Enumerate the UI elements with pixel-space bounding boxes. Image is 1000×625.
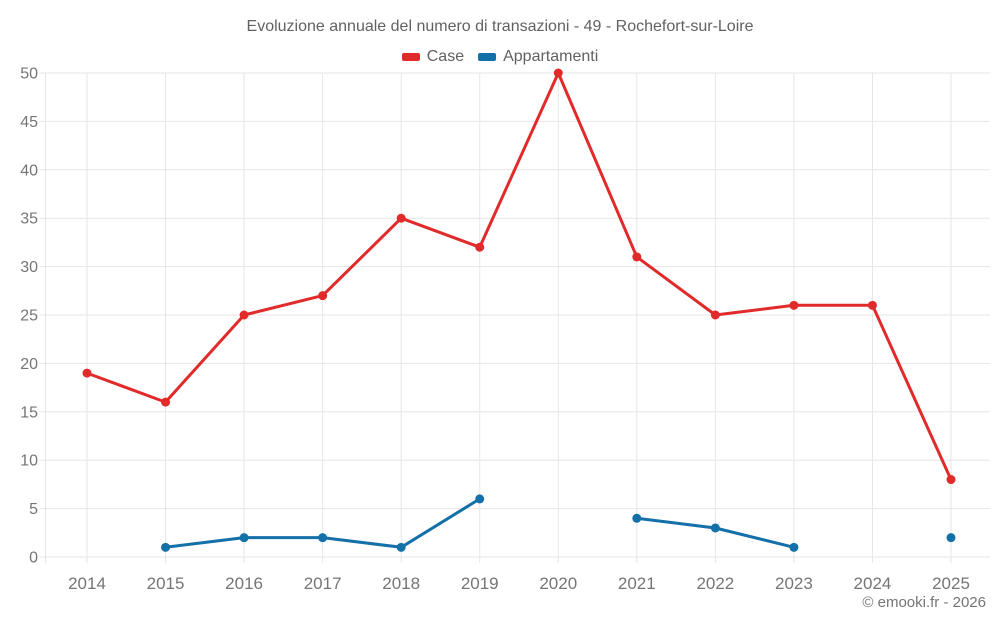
case-data-point-2016[interactable] — [239, 310, 249, 320]
y-tick-label: 40 — [20, 162, 38, 179]
y-tick-label: 50 — [20, 66, 38, 83]
appartamenti-data-point-2023[interactable] — [789, 542, 799, 552]
case-data-point-2025[interactable] — [946, 475, 956, 485]
y-tick-label: 5 — [29, 501, 38, 518]
appartamenti-data-point-2022[interactable] — [710, 523, 720, 533]
x-tick-label: 2024 — [854, 574, 892, 593]
y-tick-label: 45 — [20, 114, 38, 131]
x-tick-label: 2025 — [932, 574, 970, 593]
y-tick-label: 0 — [29, 550, 38, 567]
series-line-case — [85, 71, 953, 482]
x-tick-label: 2014 — [68, 574, 106, 593]
chart-title: Evoluzione annuale del numero di transaz… — [246, 18, 754, 35]
case-data-point-2022[interactable] — [710, 310, 720, 320]
x-tick-label: 2015 — [147, 574, 185, 593]
x-tick-label: 2016 — [225, 574, 263, 593]
x-tick-label: 2018 — [382, 574, 420, 593]
legend-label-case: Case — [426, 48, 465, 65]
y-tick-label: 30 — [20, 259, 38, 276]
appartamenti-data-point-2019[interactable] — [475, 494, 485, 504]
case-data-point-2021[interactable] — [632, 252, 642, 262]
y-tick-label: 15 — [20, 404, 38, 421]
case-data-point-2017[interactable] — [318, 291, 328, 301]
case-data-point-2014[interactable] — [82, 368, 92, 378]
appartamenti-data-point-2017[interactable] — [318, 533, 328, 543]
case-data-point-2024[interactable] — [867, 300, 877, 310]
case-data-point-2018[interactable] — [396, 213, 406, 223]
case-data-point-2015[interactable] — [161, 397, 171, 407]
case-series-swatch — [401, 53, 420, 61]
y-tick-label: 20 — [20, 356, 38, 373]
case-data-point-2020[interactable] — [553, 68, 563, 78]
x-tick-label: 2019 — [461, 574, 499, 593]
copyright-credit: © emooki.fr - 2026 — [862, 594, 986, 611]
case-data-point-2019[interactable] — [475, 242, 485, 252]
appartamenti-data-point-2016[interactable] — [239, 533, 249, 543]
case-data-point-2023[interactable] — [789, 300, 799, 310]
appartamenti-data-point-2025[interactable] — [946, 533, 956, 543]
x-tick-label: 2022 — [696, 574, 734, 593]
chart-legend: Case Appartamenti — [0, 47, 1000, 67]
y-tick-label: 10 — [20, 453, 38, 470]
legend-label-appartamenti: Appartamenti — [503, 48, 599, 65]
legend-item-case[interactable]: Case — [401, 48, 465, 66]
x-tick-label: 2023 — [775, 574, 813, 593]
appartamenti-data-point-2021[interactable] — [632, 513, 642, 523]
y-tick-label: 35 — [20, 211, 38, 228]
x-tick-label: 2020 — [539, 574, 577, 593]
y-tick-label: 25 — [20, 308, 38, 325]
appartamenti-series-swatch — [478, 53, 497, 61]
x-tick-label: 2021 — [618, 574, 656, 593]
appartamenti-data-point-2018[interactable] — [396, 542, 406, 552]
x-tick-label: 2017 — [304, 574, 342, 593]
appartamenti-data-point-2015[interactable] — [161, 542, 171, 552]
legend-item-appartamenti[interactable]: Appartamenti — [478, 48, 598, 66]
